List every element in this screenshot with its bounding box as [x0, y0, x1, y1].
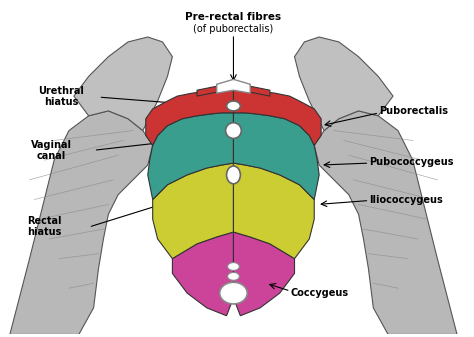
Polygon shape: [314, 111, 457, 335]
Polygon shape: [234, 163, 314, 258]
Polygon shape: [173, 232, 234, 316]
Text: (of puborectalis): (of puborectalis): [193, 24, 273, 34]
Polygon shape: [234, 232, 294, 316]
Polygon shape: [148, 113, 234, 200]
Polygon shape: [234, 90, 321, 145]
Text: Rectal: Rectal: [27, 216, 62, 226]
Text: Vaginal: Vaginal: [31, 140, 72, 150]
Polygon shape: [234, 113, 319, 200]
Polygon shape: [146, 90, 234, 145]
Text: Pubococcygeus: Pubococcygeus: [369, 157, 454, 167]
Ellipse shape: [228, 272, 239, 280]
Ellipse shape: [227, 166, 240, 184]
Text: Urethral: Urethral: [38, 86, 84, 96]
Polygon shape: [197, 84, 270, 96]
Ellipse shape: [227, 101, 240, 111]
Text: Iliococcygeus: Iliococcygeus: [369, 194, 443, 205]
Polygon shape: [153, 163, 234, 258]
Ellipse shape: [228, 263, 239, 271]
Text: Coccygeus: Coccygeus: [291, 288, 349, 298]
Polygon shape: [294, 37, 393, 130]
Text: hiatus: hiatus: [27, 227, 62, 237]
Polygon shape: [217, 79, 250, 93]
Ellipse shape: [226, 123, 241, 139]
Text: Puborectalis: Puborectalis: [379, 106, 448, 116]
Polygon shape: [10, 111, 153, 335]
Text: hiatus: hiatus: [44, 97, 78, 107]
Polygon shape: [74, 37, 173, 130]
Text: Pre-rectal fibres: Pre-rectal fibres: [185, 12, 282, 22]
Ellipse shape: [219, 282, 247, 304]
Text: canal: canal: [36, 151, 66, 161]
